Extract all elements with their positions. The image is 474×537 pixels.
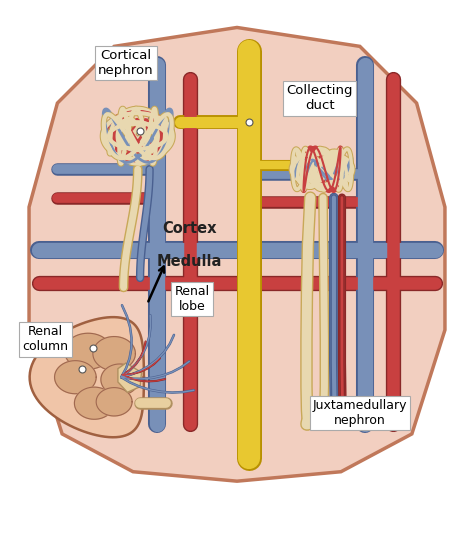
- Text: Medulla: Medulla: [157, 254, 222, 269]
- Text: Juxtamedullary
nephron: Juxtamedullary nephron: [313, 398, 407, 426]
- Polygon shape: [96, 388, 132, 416]
- Polygon shape: [30, 317, 144, 437]
- Polygon shape: [64, 333, 112, 369]
- Text: Cortex: Cortex: [163, 221, 217, 236]
- Text: Renal
lobe: Renal lobe: [174, 285, 210, 313]
- Text: Cortical
nephron: Cortical nephron: [98, 49, 154, 77]
- Polygon shape: [29, 27, 445, 481]
- Text: Renal
column: Renal column: [23, 325, 69, 353]
- Polygon shape: [93, 337, 136, 371]
- Polygon shape: [55, 361, 96, 394]
- Text: Collecting
duct: Collecting duct: [286, 84, 353, 112]
- Polygon shape: [74, 387, 114, 419]
- Polygon shape: [101, 364, 139, 395]
- Polygon shape: [118, 363, 142, 393]
